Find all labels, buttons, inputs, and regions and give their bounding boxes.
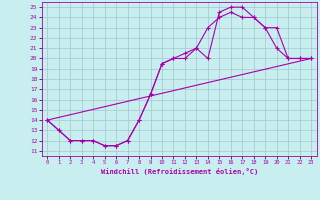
X-axis label: Windchill (Refroidissement éolien,°C): Windchill (Refroidissement éolien,°C) — [100, 168, 258, 175]
